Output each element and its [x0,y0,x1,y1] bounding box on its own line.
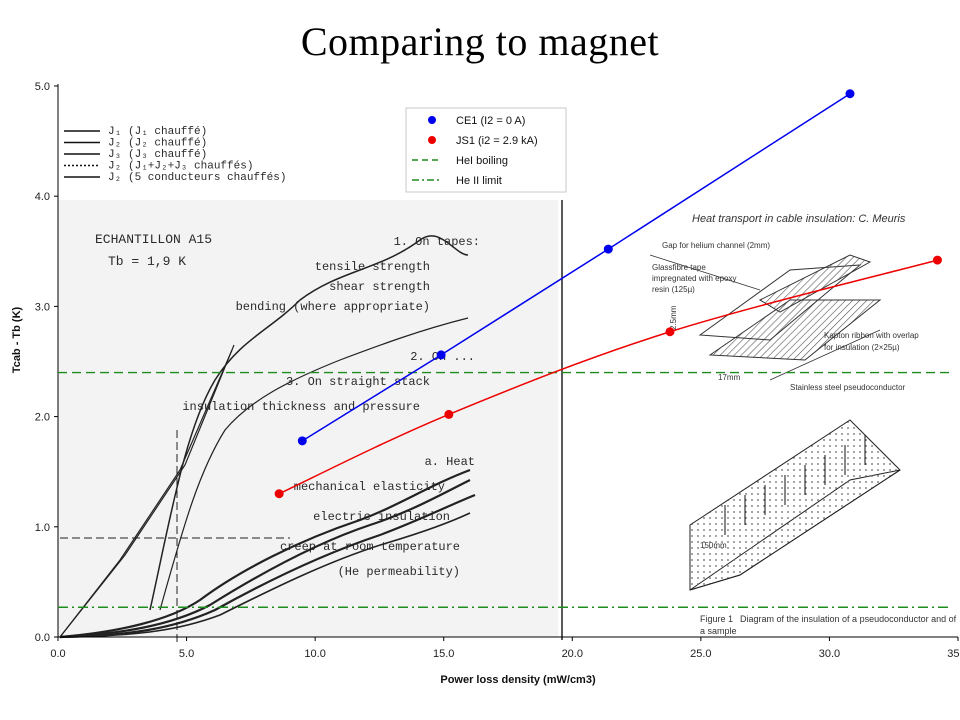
scan-legend-symbol: J₂ [108,172,121,184]
data-point [932,255,942,265]
scan-right-label: Gap for helium channel (2mm) [662,241,770,250]
scan-sample-label: ECHANTILLON A15 [95,232,212,247]
scan-caption-title: Figure 1 [700,614,733,624]
series-line [301,93,851,442]
slide-title: Comparing to magnet [300,19,660,64]
x-tick-label: 5.0 [179,648,194,660]
legend-label: He II limit [456,175,502,187]
data-point [297,436,307,446]
y-tick-label: 0.0 [35,632,50,644]
scan-legend-desc: (J₁+J₂+J₃ chauffés) [128,161,253,173]
data-point [665,327,675,337]
scan-curve [59,479,471,639]
x-tick-label: 20.0 [562,648,583,660]
y-tick-label: 5.0 [35,81,50,93]
scan-ghost-text: tensile strength [315,260,430,274]
data-point [603,244,613,254]
y-tick-label: 1.0 [35,522,50,534]
scan-legend-desc: (J₂ chauffé) [128,138,207,150]
y-tick-label: 2.0 [35,412,50,424]
scan-ghost-text: insulation thickness and pressure [182,400,420,414]
scan-ghost-text: 3. On straight stack [286,375,430,389]
scan-legend-desc: (J₁ chauffé) [128,126,207,138]
scan-ghost-text: mechanical elasticity [294,480,445,494]
x-tick-label: 15.0 [433,648,454,660]
data-point [845,89,855,99]
scan-ghost-text: (He permeability) [338,565,460,579]
legend-marker [428,116,436,124]
scan-legend-symbol: J₁ [108,126,121,138]
scan-legend-desc: (5 conducteurs chauffés) [128,172,286,184]
scan-curve [59,344,235,638]
scan-right-label: 17mm [718,373,741,382]
scan-legend-box [58,120,323,190]
scan-curve [159,317,469,611]
scan-right-label: resin (125µ) [652,285,695,294]
scan-right-label: Kapton ribbon with overlap [824,331,919,340]
scan-curve [59,493,476,639]
scan-leader-line [769,329,881,381]
scan-curve [59,468,471,639]
scan-cable-layer [758,254,872,313]
scan-tb-label: Tb = 1,9 K [108,254,186,269]
x-tick-label: 10.0 [304,648,325,660]
scan-sample-block [689,419,901,591]
y-axis-title: Tcab - Tb (K) [11,306,23,373]
scan-ghost-text: 1. On tapes: [394,235,480,249]
scan-ghost-text: shear strength [329,280,430,294]
x-tick-label: 0.0 [50,648,65,660]
x-tick-label: 35.0 [947,648,960,660]
scan-caption-line2: a sample [700,626,737,636]
y-tick-label: 3.0 [35,301,50,313]
legend-marker [428,136,436,144]
legend-label: JS1 (i2 = 2.9 kA) [456,135,538,147]
y-tick-label: 4.0 [35,191,50,203]
ticks-layer: 0.0 5.0 10.0 15.0 20.0 25.0 30.0 35.0 0.0 1.0 2.0 3… [35,81,960,660]
scan-legend-desc: (J₃ chauffé) [128,149,207,161]
scan-right-title: Heat transport in cable insulation: C. M… [692,213,906,225]
scan-cable-layer [708,299,882,361]
scan-legend-symbol: J₂ [108,138,121,150]
legend-label: HeI boiling [456,155,508,167]
scan-right-label: Stainless steel pseudoconductor [790,383,906,392]
scan-right-label: Glassfibre tape [652,263,706,272]
series-line [278,259,938,495]
scan-curve [149,235,469,611]
scan-right-label: 2.5mm [669,305,678,330]
x-axis-title: Power loss density (mW/cm3) [440,674,596,686]
legend: CE1 (I2 = 0 A) JS1 (i2 = 2.9 kA) HeI boili… [405,107,567,193]
scan-curve [59,512,471,638]
background-scan-left: 1. On tapes: tensile strength shear streng… [58,120,563,645]
data-point [436,350,446,360]
reference-lines [58,371,950,608]
series-layer [274,89,942,499]
background-scan-right: Heat transport in cable insulation: C. M… [649,213,957,636]
scan-right-label: impregnated with epoxy [652,274,737,283]
x-tick-label: 25.0 [690,648,711,660]
scan-ghost-text: bending (where appropriate) [236,300,430,314]
scan-caption: Diagram of the insulation of a pseudocon… [740,614,957,624]
legend-label: CE1 (I2 = 0 A) [456,115,525,127]
data-point [444,409,454,419]
scan-right-label: for insulation (2×25µ) [824,343,900,352]
scan-ghost-text: a. Heat [425,455,475,469]
scan-leader-line [649,254,761,291]
x-tick-label: 30.0 [819,648,840,660]
data-point [274,489,284,499]
scan-legend-symbol: J₃ [108,149,121,161]
scan-legend-symbol: J₂ [108,161,121,173]
